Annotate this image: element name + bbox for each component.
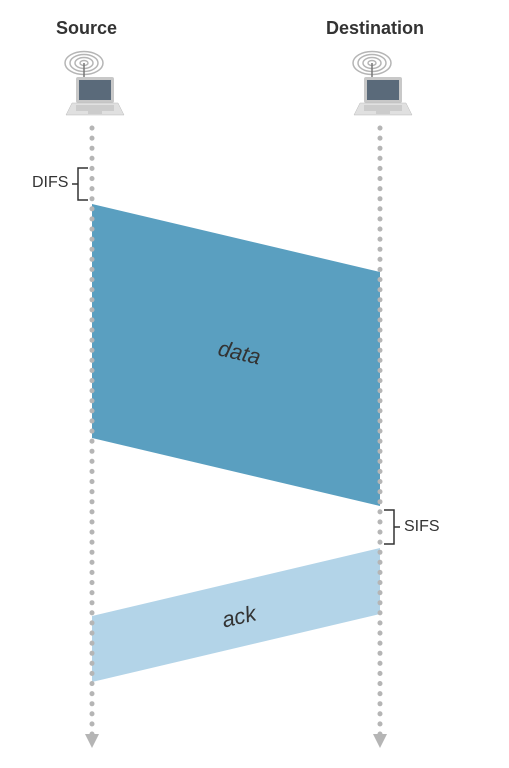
difs-bracket [78, 168, 88, 200]
timing-diagram [0, 0, 509, 768]
difs-label: DIFS [32, 174, 68, 192]
sifs-bracket [384, 510, 394, 544]
sifs-label: SIFS [404, 518, 440, 536]
